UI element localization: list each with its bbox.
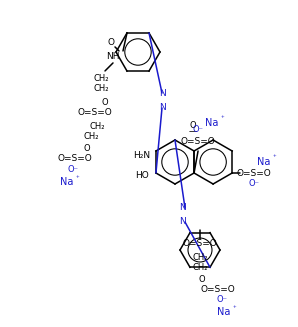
Text: O⁻: O⁻ xyxy=(193,125,204,133)
Text: O: O xyxy=(108,39,114,47)
Text: Na: Na xyxy=(257,157,271,167)
Text: N: N xyxy=(180,217,186,227)
Text: O: O xyxy=(190,121,196,129)
Text: CH₂: CH₂ xyxy=(93,75,109,83)
Text: O=S=O: O=S=O xyxy=(237,168,271,178)
Text: —: — xyxy=(189,128,197,136)
Text: CH₂: CH₂ xyxy=(89,122,105,131)
Text: N: N xyxy=(159,89,165,97)
Text: ⁺: ⁺ xyxy=(220,116,224,122)
Text: CH₂: CH₂ xyxy=(93,84,109,94)
Text: CH₂: CH₂ xyxy=(192,253,208,263)
Text: O: O xyxy=(84,145,90,153)
Text: O=S=O: O=S=O xyxy=(77,109,112,117)
Text: O⁻: O⁻ xyxy=(217,296,227,304)
Text: HO: HO xyxy=(135,170,149,180)
Text: O=S=O: O=S=O xyxy=(181,136,215,146)
Text: H₂N: H₂N xyxy=(134,150,150,160)
Text: Na: Na xyxy=(60,177,74,187)
Text: O=S=O: O=S=O xyxy=(201,285,235,295)
Text: O: O xyxy=(199,276,205,284)
Text: ⁺: ⁺ xyxy=(272,155,276,161)
Text: NH: NH xyxy=(106,52,120,61)
Text: O: O xyxy=(102,98,108,108)
Text: O=S=O: O=S=O xyxy=(183,239,217,249)
Text: ⁺: ⁺ xyxy=(232,306,236,312)
Text: N: N xyxy=(180,203,186,213)
Text: CH₂: CH₂ xyxy=(83,132,99,142)
Text: N: N xyxy=(159,104,165,112)
Text: ⁺: ⁺ xyxy=(75,176,79,182)
Text: CH₂: CH₂ xyxy=(192,264,208,272)
Text: Na: Na xyxy=(217,307,231,317)
Text: O=S=O: O=S=O xyxy=(58,154,92,164)
Text: O⁻: O⁻ xyxy=(249,180,260,188)
Text: Na: Na xyxy=(205,118,219,128)
Text: O⁻: O⁻ xyxy=(68,165,78,174)
